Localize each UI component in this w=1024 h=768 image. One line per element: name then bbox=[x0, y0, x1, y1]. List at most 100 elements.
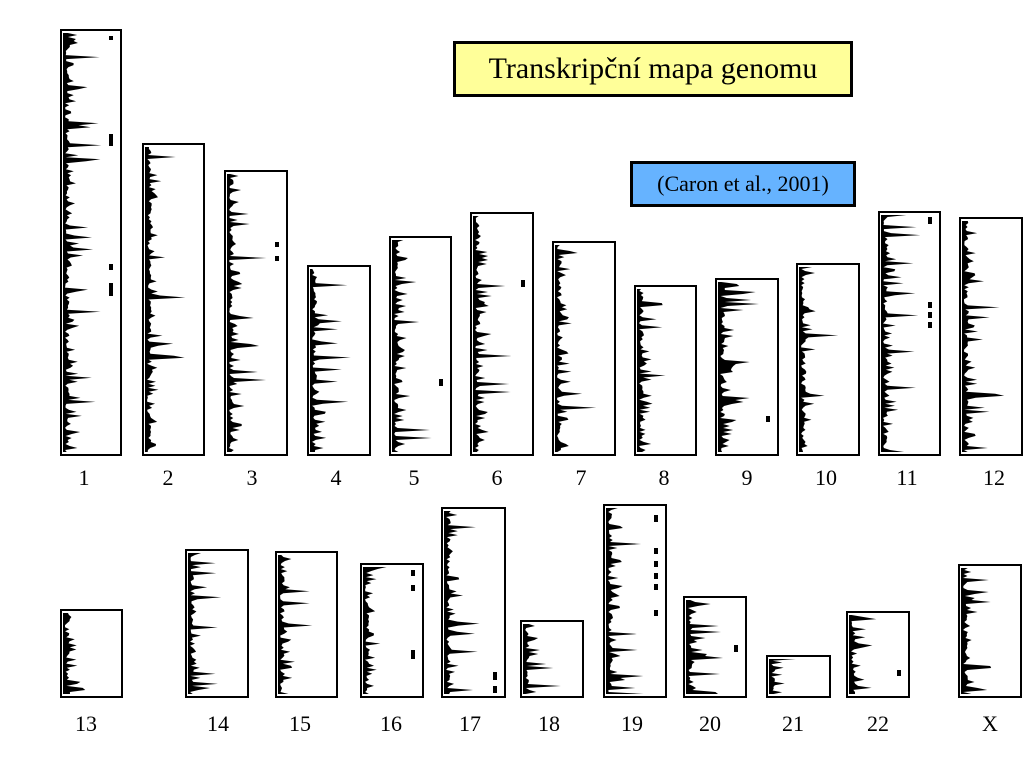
chromosome-14: 14 bbox=[185, 549, 249, 736]
chromosome-label: 19 bbox=[621, 711, 643, 736]
chromosome-10: 10 bbox=[796, 263, 860, 490]
expression-histogram bbox=[718, 282, 760, 452]
chromosome-label: 15 bbox=[289, 711, 311, 736]
cluster-marker bbox=[766, 416, 770, 422]
cluster-marker bbox=[897, 670, 901, 676]
cluster-marker bbox=[411, 585, 415, 591]
chromosome-15: 15 bbox=[275, 551, 338, 736]
expression-histogram bbox=[473, 216, 512, 452]
chromosome-label: X bbox=[982, 711, 998, 736]
chromosome-12: 12 bbox=[959, 217, 1023, 490]
chromosome-label: 4 bbox=[331, 465, 342, 490]
expression-histogram bbox=[227, 174, 267, 452]
chromosome-9: 9 bbox=[715, 278, 779, 490]
chromosome-frame bbox=[441, 507, 506, 698]
chromosome-frame bbox=[959, 217, 1023, 456]
chromosome-16: 16 bbox=[360, 563, 424, 736]
chromosome-label: 17 bbox=[459, 711, 481, 736]
cluster-marker bbox=[439, 379, 443, 386]
cluster-marker bbox=[109, 283, 113, 296]
chromosome-label: 9 bbox=[742, 465, 753, 490]
cluster-marker bbox=[411, 570, 415, 576]
expression-histogram bbox=[637, 289, 666, 452]
expression-histogram bbox=[555, 245, 597, 452]
chromosome-frame bbox=[878, 211, 941, 456]
title-box: Transkripční mapa genomu bbox=[453, 41, 853, 97]
cluster-marker bbox=[928, 302, 932, 308]
chromosome-label: 11 bbox=[896, 465, 917, 490]
expression-histogram bbox=[188, 553, 222, 694]
chromosome-20: 20 bbox=[683, 596, 747, 736]
chromosome-label: 8 bbox=[659, 465, 670, 490]
chromosome-5: 5 bbox=[389, 236, 452, 490]
chromosome-frame bbox=[796, 263, 860, 456]
cluster-marker bbox=[521, 280, 525, 287]
cluster-marker bbox=[493, 686, 497, 693]
chromosome-4: 4 bbox=[307, 265, 371, 490]
expression-histogram bbox=[444, 511, 480, 694]
chromosome-label: 2 bbox=[163, 465, 174, 490]
chromosome-label: 3 bbox=[247, 465, 258, 490]
cluster-marker bbox=[109, 264, 113, 270]
chromosome-label: 14 bbox=[207, 711, 229, 736]
cluster-marker bbox=[109, 36, 113, 40]
chromosome-13: 13 bbox=[60, 609, 123, 736]
cluster-marker bbox=[734, 645, 738, 652]
chromosome-frame bbox=[307, 265, 371, 456]
cluster-marker bbox=[654, 561, 658, 567]
chromosome-3: 3 bbox=[224, 170, 288, 490]
chromosome-7: 7 bbox=[552, 241, 616, 490]
chromosome-label: 10 bbox=[815, 465, 837, 490]
chromosome-frame bbox=[360, 563, 424, 698]
cluster-marker bbox=[928, 312, 932, 318]
chromosome-17: 17 bbox=[441, 507, 506, 736]
chromosome-22: 22 bbox=[846, 611, 910, 736]
expression-histogram bbox=[606, 508, 644, 694]
chromosome-18: 18 bbox=[520, 620, 584, 736]
expression-histogram bbox=[686, 600, 724, 694]
chromosome-label: 12 bbox=[983, 465, 1005, 490]
expression-histogram bbox=[961, 568, 992, 694]
expression-histogram bbox=[310, 269, 351, 452]
cluster-marker bbox=[275, 256, 279, 261]
cluster-marker bbox=[109, 134, 113, 146]
page-title: Transkripční mapa genomu bbox=[488, 52, 818, 85]
expression-histogram bbox=[392, 240, 432, 452]
cluster-marker bbox=[275, 242, 279, 247]
cluster-marker bbox=[928, 217, 932, 224]
chromosome-frame bbox=[603, 504, 667, 698]
chromosome-label: 6 bbox=[492, 465, 503, 490]
citation-box: (Caron et al., 2001) bbox=[630, 161, 856, 207]
cluster-marker bbox=[654, 584, 658, 590]
expression-histogram bbox=[278, 555, 313, 694]
chromosome-X: X bbox=[958, 564, 1022, 736]
expression-histogram bbox=[523, 624, 561, 694]
chromosome-label: 21 bbox=[782, 711, 804, 736]
cluster-marker bbox=[928, 322, 932, 328]
chromosome-label: 7 bbox=[576, 465, 587, 490]
chromosome-1: 1 bbox=[60, 29, 122, 490]
chromosome-frame bbox=[958, 564, 1022, 698]
chromosome-label: 1 bbox=[79, 465, 90, 490]
chromosome-label: 13 bbox=[75, 711, 97, 736]
expression-histogram bbox=[881, 215, 921, 452]
chromosome-6: 6 bbox=[470, 212, 534, 490]
expression-histogram bbox=[363, 567, 387, 694]
cluster-marker bbox=[654, 610, 658, 616]
cluster-marker bbox=[654, 573, 658, 579]
cluster-marker bbox=[654, 548, 658, 554]
expression-histogram bbox=[63, 613, 86, 694]
expression-histogram bbox=[962, 221, 1005, 452]
cluster-marker bbox=[493, 672, 497, 680]
expression-histogram bbox=[63, 33, 102, 452]
chromosome-2: 2 bbox=[142, 143, 205, 490]
chromosome-frame bbox=[846, 611, 910, 698]
chromosome-11: 11 bbox=[878, 211, 941, 490]
expression-histogram bbox=[769, 659, 796, 694]
chromosome-21: 21 bbox=[766, 655, 831, 736]
chromosome-label: 5 bbox=[409, 465, 420, 490]
cluster-marker bbox=[411, 650, 415, 659]
chromosome-label: 18 bbox=[538, 711, 560, 736]
expression-histogram bbox=[849, 615, 877, 694]
